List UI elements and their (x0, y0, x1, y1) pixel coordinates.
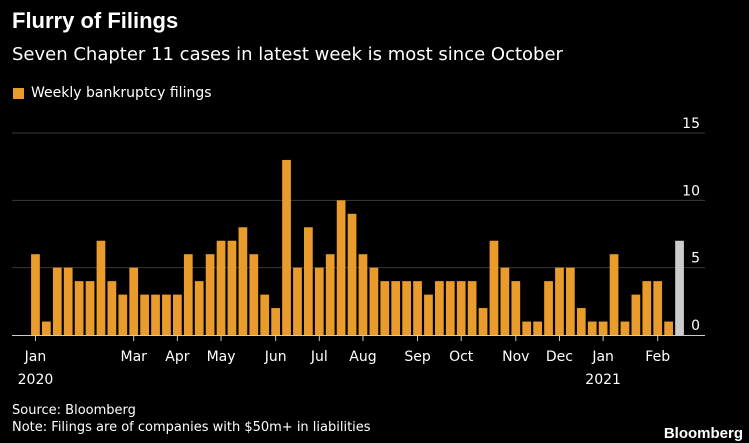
bar (642, 281, 652, 335)
bar (304, 227, 313, 335)
bar (227, 240, 237, 335)
bar (500, 267, 510, 335)
bar (325, 254, 335, 335)
y-tick-label: 15 (682, 116, 700, 132)
legend-swatch (13, 87, 24, 99)
bar (511, 281, 521, 335)
bar (576, 308, 586, 335)
footnote: Note: Filings are of companies with $50m… (12, 420, 371, 435)
bar (52, 267, 62, 335)
chart-subtitle: Seven Chapter 11 cases in latest week is… (12, 44, 563, 65)
bar (347, 213, 357, 335)
bar (544, 281, 553, 335)
bar (194, 281, 204, 335)
bar (631, 294, 641, 335)
x-tick-label: Apr (165, 349, 189, 365)
bar (260, 294, 270, 335)
legend: Weekly bankruptcy filings (13, 85, 212, 101)
y-tick-label: 10 (682, 183, 700, 199)
x-tick-label: Aug (349, 349, 376, 365)
bar (293, 267, 302, 335)
bar (391, 281, 401, 335)
bar (445, 281, 455, 335)
bar (380, 281, 390, 335)
bar (107, 281, 117, 335)
chart-title: Flurry of Filings (12, 8, 179, 33)
bar (271, 308, 280, 335)
bar-latest (675, 240, 684, 335)
x-tick-label: Oct (449, 349, 474, 365)
bar (151, 294, 160, 335)
x-tick-label: Mar (120, 349, 147, 365)
bar (522, 321, 532, 335)
bar (249, 254, 259, 335)
bar (555, 267, 564, 335)
bar (369, 267, 379, 335)
x-tick-year-label: 2020 (18, 372, 54, 388)
bar (85, 281, 95, 335)
bar (162, 294, 171, 335)
bar (216, 240, 226, 335)
bar (467, 281, 477, 335)
x-tick-label: Dec (546, 349, 573, 365)
x-tick-label: Feb (645, 349, 670, 365)
x-tick-label: Jan (24, 349, 47, 365)
bar (664, 321, 673, 335)
x-tick-label: Jan (591, 349, 614, 365)
bar (620, 321, 630, 335)
y-tick-label: 0 (691, 318, 700, 334)
bar (173, 294, 182, 335)
bar (238, 227, 248, 335)
bar (566, 267, 575, 335)
bar (489, 240, 499, 335)
bar (587, 321, 597, 335)
bar (140, 294, 149, 335)
bar (424, 294, 433, 335)
bar (402, 281, 411, 335)
bar (129, 267, 139, 335)
bar (118, 294, 128, 335)
x-tick-label: May (207, 349, 236, 365)
bar (653, 281, 663, 335)
bar (74, 281, 84, 335)
x-tick-label: Nov (502, 349, 529, 365)
bar (478, 308, 488, 335)
bar (336, 200, 346, 335)
bar (282, 159, 291, 335)
bar (96, 240, 106, 335)
bar (63, 267, 73, 335)
bar (314, 267, 324, 335)
bar (42, 321, 51, 335)
legend-label: Weekly bankruptcy filings (31, 85, 212, 101)
y-tick-label: 5 (691, 251, 700, 267)
bar (598, 321, 608, 335)
x-tick-label: Jun (264, 349, 287, 365)
x-tick-label: Jul (310, 349, 328, 365)
bar (413, 281, 422, 335)
x-tick-label: Sep (404, 349, 431, 365)
bar (533, 321, 542, 335)
source-note: Source: Bloomberg (12, 403, 136, 418)
bar (609, 254, 619, 335)
bar (358, 254, 368, 335)
bar (435, 281, 444, 335)
x-tick-year-label: 2021 (585, 372, 621, 388)
bar (205, 254, 215, 335)
bar (31, 254, 40, 335)
bar (183, 254, 193, 335)
bloomberg-logo: Bloomberg (663, 425, 743, 442)
bar (456, 281, 466, 335)
